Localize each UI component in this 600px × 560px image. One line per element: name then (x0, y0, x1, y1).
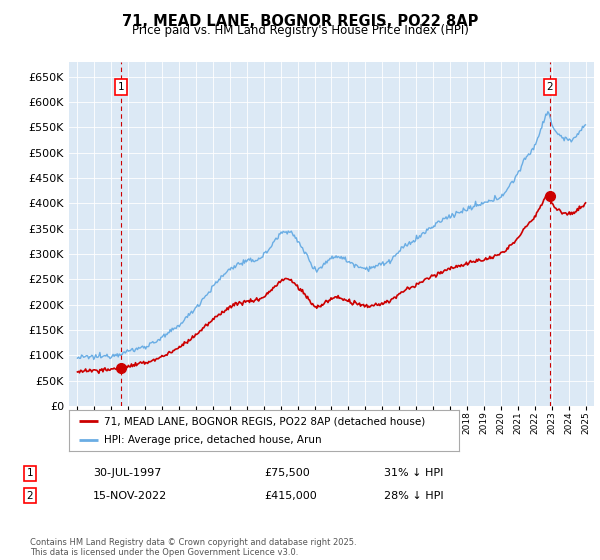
Text: 28% ↓ HPI: 28% ↓ HPI (384, 491, 443, 501)
Text: HPI: Average price, detached house, Arun: HPI: Average price, detached house, Arun (104, 435, 322, 445)
Text: Contains HM Land Registry data © Crown copyright and database right 2025.
This d: Contains HM Land Registry data © Crown c… (30, 538, 356, 557)
Text: 30-JUL-1997: 30-JUL-1997 (93, 468, 161, 478)
Text: 2: 2 (26, 491, 34, 501)
Text: 71, MEAD LANE, BOGNOR REGIS, PO22 8AP: 71, MEAD LANE, BOGNOR REGIS, PO22 8AP (122, 14, 478, 29)
Text: £75,500: £75,500 (264, 468, 310, 478)
Text: Price paid vs. HM Land Registry's House Price Index (HPI): Price paid vs. HM Land Registry's House … (131, 24, 469, 37)
Text: 1: 1 (26, 468, 34, 478)
Text: 31% ↓ HPI: 31% ↓ HPI (384, 468, 443, 478)
Text: 2: 2 (547, 82, 553, 92)
Text: 15-NOV-2022: 15-NOV-2022 (93, 491, 167, 501)
Text: £415,000: £415,000 (264, 491, 317, 501)
Text: 1: 1 (118, 82, 124, 92)
Text: 71, MEAD LANE, BOGNOR REGIS, PO22 8AP (detached house): 71, MEAD LANE, BOGNOR REGIS, PO22 8AP (d… (104, 417, 425, 426)
